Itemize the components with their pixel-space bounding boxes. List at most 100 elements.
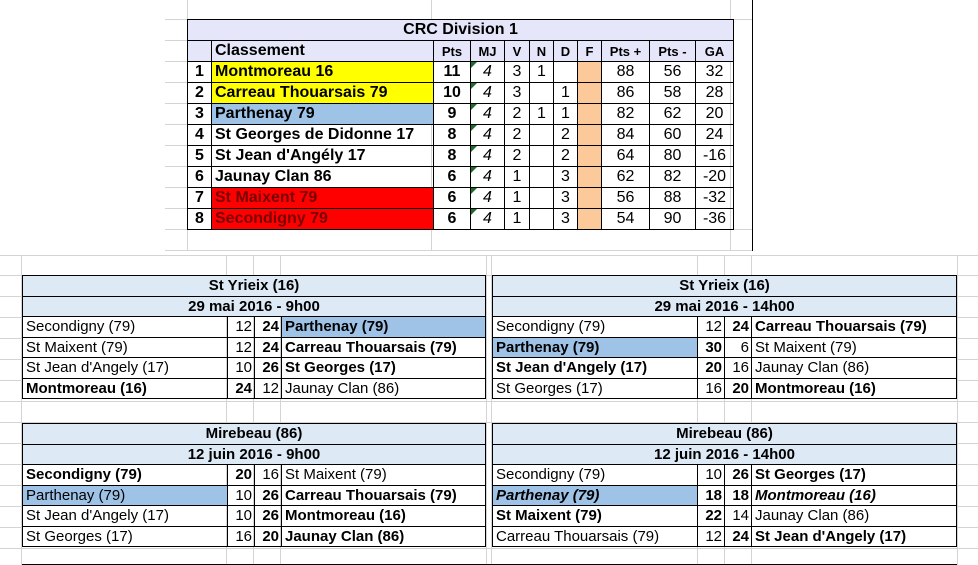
home-team-cell[interactable]: Secondigny (79) — [492, 316, 698, 338]
n-cell[interactable] — [529, 82, 554, 104]
away-team-cell[interactable]: Parthenay (79) — [281, 316, 486, 338]
home-team-cell[interactable]: St Maixent (79) — [22, 336, 228, 358]
rank-cell[interactable]: 1 — [187, 61, 212, 83]
game-row[interactable]: St Jean d'Angely (17) 10 26 St Georges (17) — [22, 357, 486, 379]
away-score-cell[interactable]: 20 — [254, 525, 282, 547]
away-score-cell[interactable]: 12 — [254, 377, 282, 399]
team-cell[interactable]: Carreau Thouarsais 79 — [211, 82, 434, 104]
home-score-cell[interactable]: 10 — [227, 357, 255, 379]
mj-cell[interactable]: 4 — [470, 208, 505, 230]
rank-cell[interactable]: 6 — [187, 166, 212, 188]
pts-minus-cell[interactable]: 62 — [649, 103, 696, 125]
home-score-cell[interactable]: 18 — [697, 484, 725, 506]
home-team-cell[interactable]: Parthenay (79) — [492, 484, 698, 506]
home-score-cell[interactable]: 12 — [697, 316, 725, 338]
team-cell[interactable]: Parthenay 79 — [211, 103, 434, 125]
pts-plus-cell[interactable]: 64 — [601, 145, 650, 167]
home-team-cell[interactable]: Montmoreau (16) — [22, 377, 228, 399]
team-cell[interactable]: St Maixent 79 — [211, 187, 434, 209]
home-team-cell[interactable]: St Georges (17) — [22, 525, 228, 547]
home-score-cell[interactable]: 16 — [697, 377, 725, 399]
home-team-cell[interactable]: Parthenay (79) — [22, 484, 228, 506]
pts-minus-cell[interactable]: 56 — [649, 61, 696, 83]
f-cell[interactable] — [577, 145, 602, 167]
home-team-cell[interactable]: St Georges (17) — [492, 377, 698, 399]
away-team-cell[interactable]: Carreau Thouarsais (79) — [281, 336, 486, 358]
v-cell[interactable]: 1 — [504, 166, 530, 188]
v-cell[interactable]: 3 — [504, 82, 530, 104]
pts-cell[interactable]: 6 — [433, 166, 471, 188]
rank-cell[interactable]: 7 — [187, 187, 212, 209]
f-cell[interactable] — [577, 61, 602, 83]
n-cell[interactable]: 1 — [529, 61, 554, 83]
d-cell[interactable]: 2 — [553, 145, 578, 167]
home-score-cell[interactable]: 24 — [227, 377, 255, 399]
game-row[interactable]: St Georges (17) 16 20 Jaunay Clan (86) — [22, 525, 486, 547]
v-cell[interactable]: 1 — [504, 208, 530, 230]
home-score-cell[interactable]: 10 — [697, 464, 725, 486]
pts-cell[interactable]: 8 — [433, 124, 471, 146]
home-score-cell[interactable]: 22 — [697, 505, 725, 527]
standings-row[interactable]: 7 St Maixent 79 6 4 1 3 56 88 -32 — [187, 187, 734, 209]
pts-minus-cell[interactable]: 88 — [649, 187, 696, 209]
away-score-cell[interactable]: 26 — [254, 357, 282, 379]
mj-cell[interactable]: 4 — [470, 103, 505, 125]
pts-cell[interactable]: 9 — [433, 103, 471, 125]
pts-cell[interactable]: 6 — [433, 187, 471, 209]
pts-cell[interactable]: 8 — [433, 145, 471, 167]
pts-minus-cell[interactable]: 82 — [649, 166, 696, 188]
pts-minus-cell[interactable]: 58 — [649, 82, 696, 104]
n-cell[interactable] — [529, 208, 554, 230]
team-cell[interactable]: Montmoreau 16 — [211, 61, 434, 83]
away-score-cell[interactable]: 24 — [724, 525, 752, 547]
ga-cell[interactable]: 20 — [695, 103, 734, 125]
away-team-cell[interactable]: Carreau Thouarsais (79) — [281, 484, 486, 506]
rank-cell[interactable]: 5 — [187, 145, 212, 167]
pts-plus-cell[interactable]: 62 — [601, 166, 650, 188]
home-team-cell[interactable]: Carreau Thouarsais (79) — [492, 525, 698, 547]
home-team-cell[interactable]: Parthenay (79) — [492, 336, 698, 358]
game-row[interactable]: Parthenay (79) 18 18 Montmoreau (16) — [492, 484, 957, 506]
home-score-cell[interactable]: 10 — [227, 505, 255, 527]
game-row[interactable]: St Jean d'Angely (17) 10 26 Montmoreau (16) — [22, 505, 486, 527]
away-score-cell[interactable]: 24 — [724, 316, 752, 338]
v-cell[interactable]: 2 — [504, 103, 530, 125]
standings-row[interactable]: 2 Carreau Thouarsais 79 10 4 3 1 86 58 28 — [187, 82, 734, 104]
away-team-cell[interactable]: Jaunay Clan (86) — [751, 505, 957, 527]
mj-cell[interactable]: 4 — [470, 145, 505, 167]
away-score-cell[interactable]: 14 — [724, 505, 752, 527]
away-team-cell[interactable]: Montmoreau (16) — [751, 377, 957, 399]
ga-cell[interactable]: 28 — [695, 82, 734, 104]
d-cell[interactable]: 1 — [553, 82, 578, 104]
d-cell[interactable]: 3 — [553, 208, 578, 230]
v-cell[interactable]: 2 — [504, 124, 530, 146]
d-cell[interactable]: 3 — [553, 166, 578, 188]
home-score-cell[interactable]: 12 — [227, 336, 255, 358]
away-team-cell[interactable]: Montmoreau (16) — [281, 505, 486, 527]
home-score-cell[interactable]: 30 — [697, 336, 725, 358]
f-cell[interactable] — [577, 124, 602, 146]
ga-cell[interactable]: -36 — [695, 208, 734, 230]
mj-cell[interactable]: 4 — [470, 61, 505, 83]
away-score-cell[interactable]: 24 — [254, 336, 282, 358]
away-score-cell[interactable]: 24 — [254, 316, 282, 338]
home-team-cell[interactable]: St Jean d'Angely (17) — [492, 357, 698, 379]
v-cell[interactable]: 3 — [504, 61, 530, 83]
home-team-cell[interactable]: Secondigny (79) — [492, 464, 698, 486]
d-cell[interactable]: 1 — [553, 103, 578, 125]
team-cell[interactable]: Secondigny 79 — [211, 208, 434, 230]
d-cell[interactable]: 3 — [553, 187, 578, 209]
pts-cell[interactable]: 11 — [433, 61, 471, 83]
pts-minus-cell[interactable]: 60 — [649, 124, 696, 146]
home-team-cell[interactable]: Secondigny (79) — [22, 464, 228, 486]
standings-row[interactable]: 8 Secondigny 79 6 4 1 3 54 90 -36 — [187, 208, 734, 230]
rank-cell[interactable]: 8 — [187, 208, 212, 230]
home-score-cell[interactable]: 16 — [227, 525, 255, 547]
pts-plus-cell[interactable]: 86 — [601, 82, 650, 104]
team-cell[interactable]: Jaunay Clan 86 — [211, 166, 434, 188]
away-score-cell[interactable]: 18 — [724, 484, 752, 506]
standings-row[interactable]: 5 St Jean d'Angély 17 8 4 2 2 64 80 -16 — [187, 145, 734, 167]
pts-plus-cell[interactable]: 56 — [601, 187, 650, 209]
team-cell[interactable]: St Jean d'Angély 17 — [211, 145, 434, 167]
v-cell[interactable]: 2 — [504, 145, 530, 167]
